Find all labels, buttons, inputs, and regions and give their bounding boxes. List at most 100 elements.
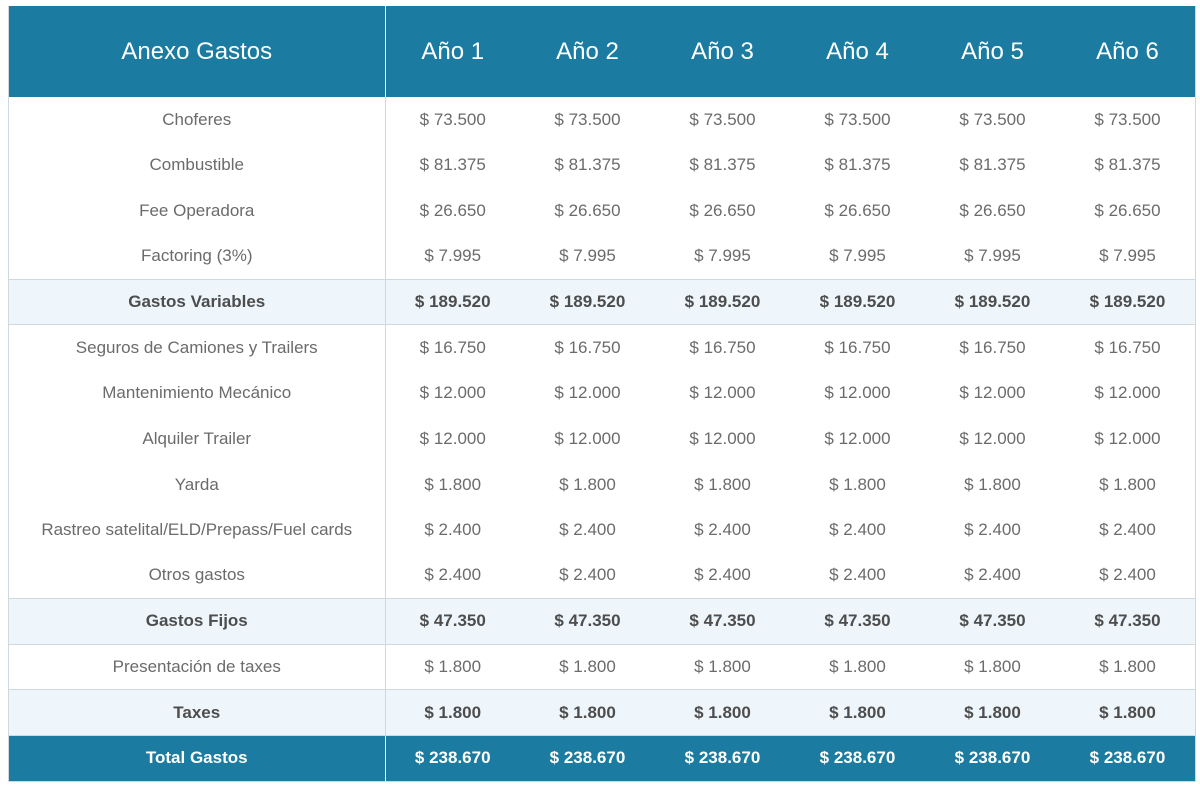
row-value: $ 12.000 [689, 383, 756, 403]
row-value: $ 12.000 [1094, 428, 1161, 448]
subtotal-value: $ 1.800 [1060, 689, 1195, 736]
row-value: $ 1.800 [424, 656, 482, 676]
table-row: Choferes $ 73.500 $ 73.500 $ 73.500 $ 73… [9, 97, 1195, 143]
row-value: $ 1.800 [964, 474, 1021, 494]
total-value: $ 238.670 [819, 748, 896, 768]
row-label: Combustible [9, 142, 386, 189]
row-value: $ 73.500 [824, 109, 891, 129]
subtotal-value: $ 189.520 [520, 278, 655, 326]
subtotal-row: Gastos Variables $ 189.520 $ 189.520 $ 1… [9, 278, 1195, 326]
subtotal-value: $ 189.520 [925, 278, 1060, 326]
row-value: $ 12.000 [1094, 383, 1161, 403]
row-value: $ 12.000 [554, 428, 621, 448]
year-header: Año 4 [826, 37, 889, 65]
table-row: Seguros de Camiones y Trailers $ 16.750 … [9, 324, 1195, 371]
row-label: Seguros de Camiones y Trailers [9, 324, 386, 371]
row-value: $ 73.500 [689, 109, 756, 129]
year-header: Año 1 [421, 37, 485, 65]
row-value: $ 26.650 [554, 200, 621, 220]
row-value: $ 16.750 [419, 338, 486, 358]
row-value: $ 1.800 [1099, 474, 1156, 494]
total-value: $ 238.670 [954, 748, 1031, 768]
row-value: $ 1.800 [1099, 656, 1156, 676]
expenses-table: Anexo Gastos Año 1 Año 2 Año 3 Año 4 Año… [9, 6, 1195, 781]
total-label: Total Gastos [9, 735, 386, 781]
row-value: $ 1.800 [694, 656, 751, 676]
row-label: Yarda [9, 461, 386, 508]
subtotal-label: Gastos Variables [9, 278, 386, 326]
row-value: $ 12.000 [959, 383, 1026, 403]
subtotal-value: $ 1.800 [790, 689, 925, 736]
row-value: $ 16.750 [689, 338, 756, 358]
row-value: $ 12.000 [824, 428, 891, 448]
row-value: $ 7.995 [694, 246, 751, 266]
table-row: Factoring (3%) $ 7.995 $ 7.995 $ 7.995 $… [9, 233, 1195, 280]
row-value: $ 1.800 [964, 656, 1021, 676]
subtotal-value: $ 47.350 [790, 598, 925, 645]
row-value: $ 7.995 [964, 246, 1021, 266]
row-value: $ 2.400 [694, 520, 751, 540]
row-value: $ 12.000 [689, 428, 756, 448]
subtotal-value: $ 47.350 [655, 598, 790, 645]
row-value: $ 12.000 [419, 383, 486, 403]
row-value: $ 81.375 [419, 155, 486, 175]
row-label: Alquiler Trailer [9, 416, 386, 462]
table-row: Fee Operadora $ 26.650 $ 26.650 $ 26.650… [9, 188, 1195, 234]
table-row: Rastreo satelital/ELD/Prepass/Fuel cards… [9, 507, 1195, 553]
row-value: $ 1.800 [559, 474, 616, 494]
year-header: Año 2 [556, 37, 619, 65]
row-value: $ 26.650 [1094, 200, 1161, 220]
subtotal-value: $ 47.350 [1060, 598, 1195, 645]
row-value: $ 7.995 [1099, 246, 1156, 266]
subtotal-value: $ 47.350 [520, 598, 655, 645]
row-value: $ 1.800 [424, 474, 482, 494]
row-value: $ 7.995 [424, 246, 482, 266]
row-value: $ 1.800 [559, 656, 616, 676]
subtotal-value: $ 189.520 [655, 278, 790, 326]
table-row: Mantenimiento Mecánico $ 12.000 $ 12.000… [9, 370, 1195, 417]
subtotal-value: $ 47.350 [385, 598, 520, 645]
row-value: $ 73.500 [1094, 109, 1161, 129]
row-value: $ 2.400 [424, 520, 482, 540]
total-value: $ 238.670 [414, 748, 491, 768]
row-value: $ 2.400 [1099, 520, 1156, 540]
subtotal-label: Gastos Fijos [9, 598, 386, 645]
row-value: $ 2.400 [559, 520, 616, 540]
row-value: $ 26.650 [689, 200, 756, 220]
table-row: Otros gastos $ 2.400 $ 2.400 $ 2.400 $ 2… [9, 552, 1195, 599]
row-label: Fee Operadora [9, 188, 386, 234]
subtotal-row: Gastos Fijos $ 47.350 $ 47.350 $ 47.350 … [9, 598, 1195, 645]
row-value: $ 26.650 [419, 200, 486, 220]
total-value: $ 238.670 [549, 748, 626, 768]
row-value: $ 2.400 [559, 565, 616, 585]
subtotal-row: Taxes $ 1.800 $ 1.800 $ 1.800 $ 1.800 $ … [9, 689, 1195, 736]
row-value: $ 7.995 [559, 246, 616, 266]
year-header: Año 3 [691, 37, 754, 65]
row-value: $ 16.750 [959, 338, 1026, 358]
subtotal-value: $ 189.520 [385, 278, 520, 326]
subtotal-value: $ 1.800 [925, 689, 1060, 736]
row-value: $ 2.400 [964, 520, 1021, 540]
table-title: Anexo Gastos [9, 6, 386, 97]
row-value: $ 2.400 [829, 565, 886, 585]
row-value: $ 1.800 [829, 656, 886, 676]
subtotal-label: Taxes [9, 689, 386, 736]
row-value: $ 16.750 [1094, 338, 1161, 358]
row-label: Factoring (3%) [9, 233, 386, 280]
row-value: $ 2.400 [694, 565, 751, 585]
row-value: $ 81.375 [1094, 155, 1161, 175]
row-value: $ 16.750 [554, 338, 621, 358]
row-value: $ 16.750 [824, 338, 891, 358]
row-value: $ 1.800 [694, 474, 751, 494]
row-label: Presentación de taxes [9, 644, 386, 690]
row-value: $ 81.375 [689, 155, 756, 175]
expenses-table-container: Anexo Gastos Año 1 Año 2 Año 3 Año 4 Año… [8, 6, 1196, 782]
table-row: Alquiler Trailer $ 12.000 $ 12.000 $ 12.… [9, 416, 1195, 462]
row-value: $ 12.000 [419, 428, 486, 448]
row-value: $ 81.375 [959, 155, 1026, 175]
row-value: $ 73.500 [959, 109, 1026, 129]
row-value: $ 81.375 [824, 155, 891, 175]
year-header: Año 6 [1096, 37, 1159, 65]
row-value: $ 26.650 [824, 200, 891, 220]
row-value: $ 26.650 [959, 200, 1026, 220]
